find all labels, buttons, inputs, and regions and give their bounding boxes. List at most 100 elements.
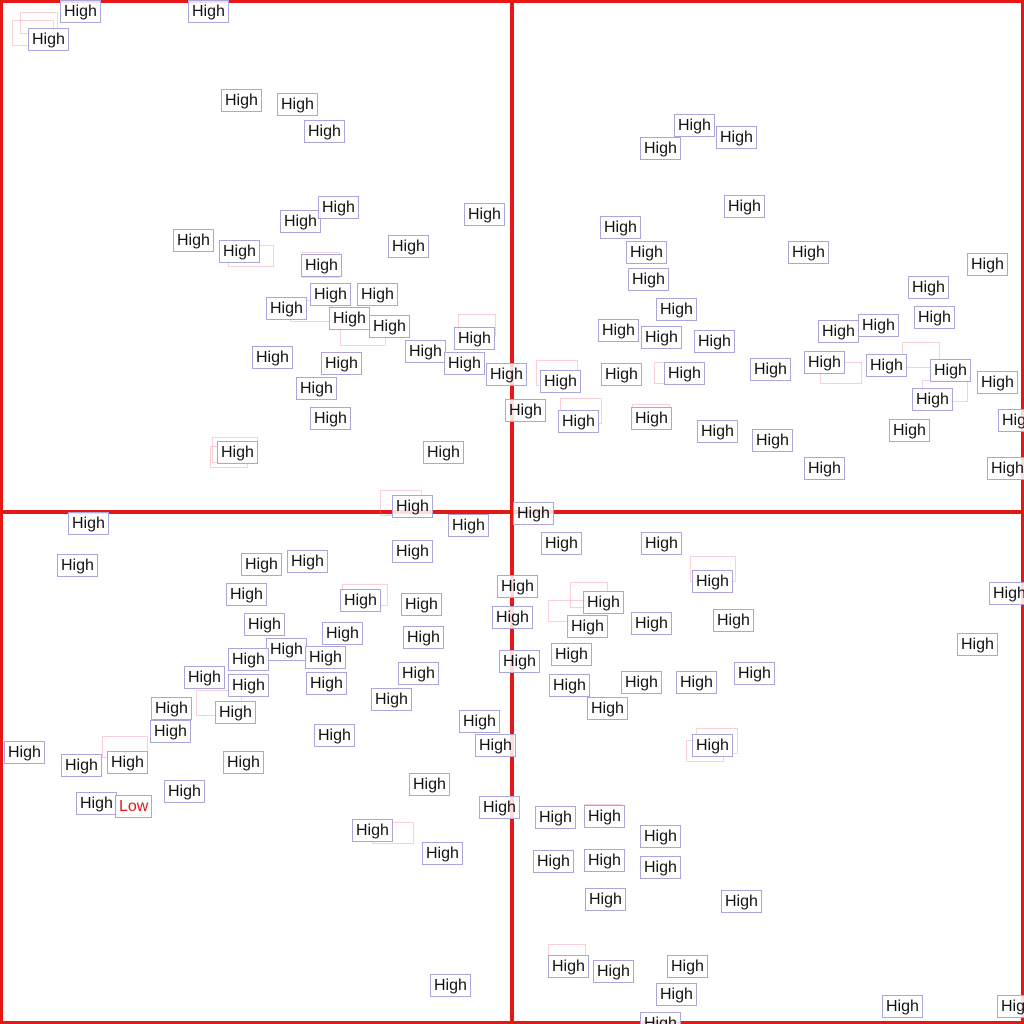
- high-label: High: [957, 633, 998, 656]
- high-label: High: [641, 326, 682, 349]
- high-label: High: [306, 672, 347, 695]
- high-label: High: [818, 320, 859, 343]
- high-label: High: [475, 734, 516, 757]
- high-label: High: [997, 995, 1024, 1018]
- high-label: High: [858, 314, 899, 337]
- high-label: High: [107, 751, 148, 774]
- high-label: High: [228, 674, 269, 697]
- high-label: High: [694, 330, 735, 353]
- high-label: High: [716, 126, 757, 149]
- high-label: High: [340, 589, 381, 612]
- high-label: High: [656, 983, 697, 1006]
- high-label: High: [228, 648, 269, 671]
- high-label: High: [403, 626, 444, 649]
- high-label: High: [664, 362, 705, 385]
- high-label: High: [989, 582, 1024, 605]
- high-label: High: [513, 502, 554, 525]
- high-label: High: [505, 399, 546, 422]
- high-label: High: [866, 354, 907, 377]
- high-label: High: [422, 842, 463, 865]
- high-label: High: [600, 216, 641, 239]
- high-label: High: [533, 850, 574, 873]
- high-label: High: [314, 724, 355, 747]
- high-label: High: [583, 591, 624, 614]
- high-label: High: [304, 120, 345, 143]
- high-label: High: [388, 235, 429, 258]
- high-label: High: [587, 697, 628, 720]
- high-label: High: [541, 532, 582, 555]
- high-label: High: [692, 734, 733, 757]
- high-label: High: [497, 575, 538, 598]
- high-label: High: [882, 995, 923, 1018]
- high-label: High: [188, 0, 229, 23]
- high-label: High: [631, 612, 672, 635]
- high-label: High: [697, 420, 738, 443]
- high-label: High: [409, 773, 450, 796]
- high-label: High: [301, 254, 342, 277]
- high-label: High: [241, 553, 282, 576]
- high-label: High: [567, 615, 608, 638]
- high-label: High: [150, 720, 191, 743]
- high-label: High: [423, 441, 464, 464]
- high-label: High: [750, 358, 791, 381]
- high-label: High: [724, 195, 765, 218]
- high-label: High: [392, 540, 433, 563]
- high-label: High: [392, 495, 433, 518]
- high-label: High: [713, 609, 754, 632]
- high-label: High: [640, 137, 681, 160]
- high-label: High: [752, 429, 793, 452]
- quadrant-bottom-right: [510, 510, 1024, 1024]
- high-label: High: [721, 890, 762, 913]
- high-label: High: [640, 856, 681, 879]
- high-label: High: [318, 196, 359, 219]
- high-label: High: [734, 662, 775, 685]
- high-label: High: [640, 825, 681, 848]
- high-label: High: [549, 674, 590, 697]
- high-label: High: [266, 638, 307, 661]
- high-label: High: [321, 352, 362, 375]
- high-label: High: [398, 662, 439, 685]
- high-label: High: [57, 554, 98, 577]
- high-label: High: [548, 955, 589, 978]
- high-label: High: [310, 283, 351, 306]
- high-label: High: [601, 363, 642, 386]
- high-label: High: [215, 701, 256, 724]
- high-label: High: [626, 241, 667, 264]
- high-label: High: [628, 268, 669, 291]
- high-label: High: [987, 457, 1024, 480]
- high-label: High: [998, 409, 1024, 432]
- high-label: High: [977, 371, 1018, 394]
- high-label: High: [310, 407, 351, 430]
- high-label: High: [464, 203, 505, 226]
- high-label: High: [499, 650, 540, 673]
- high-label: High: [535, 806, 576, 829]
- high-label: High: [454, 327, 495, 350]
- high-label: High: [889, 419, 930, 442]
- high-label: High: [405, 340, 446, 363]
- high-label: High: [667, 955, 708, 978]
- high-label: High: [676, 671, 717, 694]
- high-label: High: [621, 671, 662, 694]
- high-label: High: [401, 593, 442, 616]
- high-label: High: [598, 319, 639, 342]
- high-label: High: [173, 229, 214, 252]
- high-label: High: [967, 253, 1008, 276]
- high-label: High: [226, 583, 267, 606]
- high-label: High: [930, 359, 971, 382]
- high-label: High: [804, 457, 845, 480]
- low-label: Low: [115, 795, 153, 818]
- high-label: High: [804, 351, 845, 374]
- high-label: High: [68, 512, 109, 535]
- high-label: High: [692, 570, 733, 593]
- high-label: High: [908, 276, 949, 299]
- high-label: High: [223, 751, 264, 774]
- high-label: High: [459, 710, 500, 733]
- high-label: High: [164, 780, 205, 803]
- high-label: High: [217, 441, 258, 464]
- high-label: High: [631, 407, 672, 430]
- high-label: High: [912, 388, 953, 411]
- high-label: High: [486, 363, 527, 386]
- high-label: High: [244, 613, 285, 636]
- high-label: High: [656, 298, 697, 321]
- high-label: High: [322, 622, 363, 645]
